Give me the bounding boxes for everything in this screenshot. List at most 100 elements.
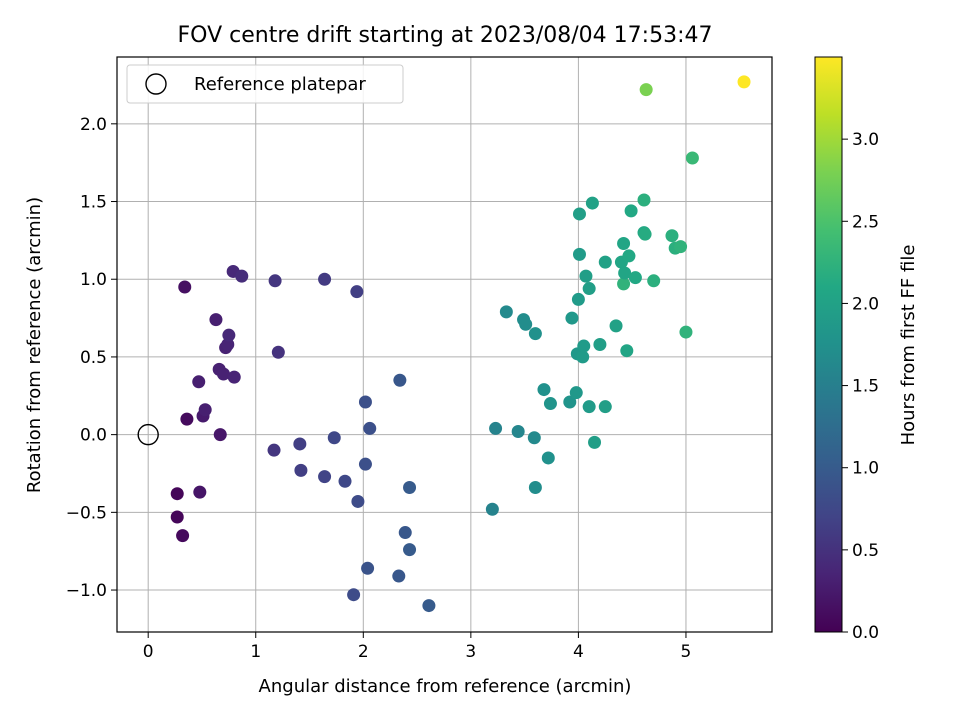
data-point	[511, 425, 525, 439]
data-point	[338, 474, 352, 488]
data-point	[685, 151, 699, 165]
data-point	[170, 487, 184, 501]
chart-title: FOV centre drift starting at 2023/08/04 …	[178, 23, 713, 48]
y-tick-label: 0.5	[80, 348, 107, 368]
data-point	[541, 451, 555, 465]
data-point	[624, 204, 638, 218]
x-tick-label: 4	[573, 642, 584, 662]
legend-entry-label: Reference platepar	[194, 74, 366, 95]
data-point	[176, 529, 190, 543]
data-point	[577, 339, 591, 353]
data-point	[665, 229, 679, 243]
data-point	[318, 470, 332, 484]
x-tick-label: 0	[143, 642, 154, 662]
data-point	[267, 443, 281, 457]
x-axis-label: Angular distance from reference (arcmin)	[259, 676, 632, 697]
data-point	[363, 421, 377, 435]
legend-box	[126, 64, 404, 104]
data-point	[622, 249, 636, 263]
data-point	[674, 240, 688, 254]
x-tick-label: 1	[250, 642, 261, 662]
data-point	[193, 485, 207, 499]
reference-marker-layer	[137, 423, 159, 446]
grid-lines	[117, 57, 772, 632]
colorbar-tick-label: 0.5	[852, 541, 879, 561]
data-point	[576, 350, 590, 364]
data-point	[347, 588, 361, 602]
data-point	[572, 207, 586, 221]
data-point	[638, 227, 652, 241]
plot-area-frame	[116, 56, 773, 633]
data-point	[572, 247, 586, 261]
data-point	[527, 431, 541, 445]
y-axis: −1.0 −0.5 0.0 0.5 1.0 1.5 2.0	[66, 115, 117, 601]
x-tick-label: 5	[681, 642, 692, 662]
colorbar-tick-label: 1.5	[852, 377, 879, 397]
data-point	[579, 269, 593, 283]
data-point	[593, 338, 607, 351]
data-point	[571, 292, 585, 306]
data-point	[620, 344, 634, 358]
data-point	[170, 510, 184, 524]
data-point	[588, 435, 602, 449]
colorbar-tick-label: 2.5	[852, 212, 879, 232]
data-point	[569, 386, 583, 400]
colorbar-label: Hours from first FF file	[898, 245, 919, 446]
data-point	[519, 317, 533, 331]
data-point	[617, 277, 631, 291]
legend-reference-marker-icon	[145, 73, 167, 95]
data-point	[222, 328, 236, 342]
data-point	[327, 431, 341, 445]
data-point	[499, 305, 513, 319]
data-point	[528, 480, 542, 494]
data-point	[393, 373, 407, 387]
data-point	[582, 282, 596, 296]
data-point	[528, 327, 542, 341]
data-point	[294, 463, 308, 477]
data-point	[403, 480, 417, 494]
y-tick-label: 0.0	[80, 426, 107, 446]
colorbar-tick-label: 1.0	[852, 459, 879, 479]
colorbar-ticks: 0.0 0.5 1.0 1.5 2.0 2.5 3.0	[842, 130, 879, 643]
x-tick-label: 3	[465, 642, 476, 662]
data-point	[358, 395, 372, 409]
data-point	[679, 325, 693, 339]
data-point	[318, 272, 332, 286]
data-point	[485, 502, 499, 516]
colorbar-tick-label: 2.0	[852, 294, 879, 314]
data-point	[537, 383, 551, 397]
data-point	[198, 403, 212, 417]
y-tick-label: −1.0	[66, 581, 107, 601]
data-point	[422, 599, 436, 613]
data-point	[271, 345, 285, 359]
data-point	[178, 280, 192, 294]
data-point	[358, 457, 372, 471]
data-point	[628, 271, 642, 285]
data-point	[361, 561, 375, 575]
y-tick-label: 2.0	[80, 115, 107, 135]
data-point	[565, 311, 579, 325]
data-point	[213, 428, 227, 442]
data-point	[180, 412, 194, 426]
data-point	[543, 397, 557, 411]
colorbar-gradient	[814, 56, 843, 633]
data-point	[647, 274, 661, 288]
data-point	[235, 269, 249, 283]
data-point	[489, 421, 503, 435]
data-point	[403, 543, 417, 557]
data-point	[350, 285, 364, 299]
y-tick-label: −0.5	[66, 503, 107, 523]
data-point	[216, 367, 230, 381]
data-point	[392, 569, 406, 583]
legend: Reference platepar	[126, 64, 404, 104]
colorbar: 0.0 0.5 1.0 1.5 2.0 2.5 3.0 Hours from first F…	[814, 56, 919, 643]
data-point	[268, 274, 282, 288]
x-tick-label: 2	[358, 642, 369, 662]
data-point	[617, 236, 631, 250]
data-point	[293, 437, 307, 451]
data-point	[192, 375, 206, 389]
data-points	[170, 75, 751, 613]
data-point	[582, 400, 596, 414]
